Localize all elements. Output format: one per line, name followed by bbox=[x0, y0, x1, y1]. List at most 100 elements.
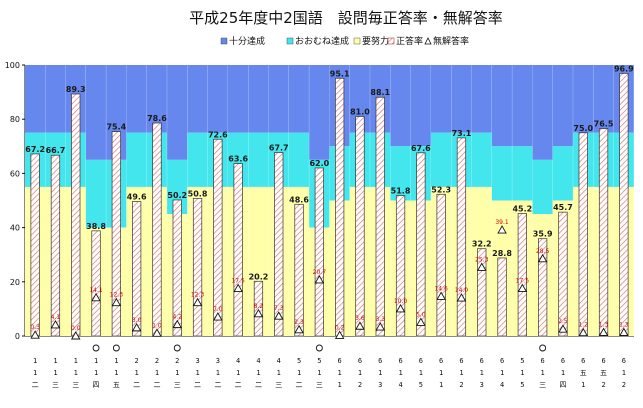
noans-marker bbox=[395, 303, 406, 313]
legend: 十分達成 おおむね達成 要努力 正答率 無解答率 bbox=[220, 35, 469, 47]
band-s1 bbox=[573, 65, 594, 133]
band-s2 bbox=[126, 132, 147, 187]
category-label: 1 bbox=[74, 357, 78, 365]
category-label: 2 bbox=[155, 357, 159, 365]
band-s1 bbox=[349, 65, 371, 133]
correct-rate-label: 88.1 bbox=[370, 88, 390, 97]
correct-rate-label: 67.6 bbox=[411, 144, 431, 153]
category-label: 6 bbox=[459, 357, 463, 365]
category-label: 1 bbox=[459, 369, 463, 377]
category-label: 1 bbox=[114, 357, 118, 365]
noans-label: 17.5 bbox=[231, 278, 245, 285]
band-s2 bbox=[187, 132, 208, 187]
category-label: 二 bbox=[32, 381, 39, 389]
category-label: 1 bbox=[216, 369, 220, 377]
noans-label: 1.3 bbox=[599, 321, 609, 328]
category-label: 1 bbox=[561, 369, 565, 377]
correct-rate-label: 81.0 bbox=[350, 107, 370, 116]
correct-rate-bar bbox=[192, 197, 203, 337]
correct-rate-bar bbox=[294, 203, 304, 337]
band-s2 bbox=[552, 146, 574, 201]
noans-marker bbox=[598, 327, 609, 336]
category-label: 6 bbox=[622, 357, 626, 365]
band-s2 bbox=[390, 146, 411, 201]
noans-label: 1.3 bbox=[619, 321, 629, 328]
category-label: 三 bbox=[539, 381, 546, 389]
category-label: 2 bbox=[622, 381, 626, 389]
correct-rate-bar bbox=[335, 77, 345, 337]
correct-rate-label: 62.0 bbox=[309, 159, 329, 168]
noans-marker bbox=[213, 312, 223, 321]
category-label: 1 bbox=[33, 369, 37, 377]
correct-rate-label: 45.7 bbox=[553, 203, 573, 212]
noans-label: 4.1 bbox=[51, 314, 61, 321]
band-s2 bbox=[512, 146, 533, 201]
correct-rate-label: 73.1 bbox=[452, 129, 472, 138]
category-label: 1 bbox=[581, 381, 585, 389]
category-label: 1 bbox=[317, 369, 321, 377]
noans-label: 8.2 bbox=[254, 303, 264, 310]
category-label: 1 bbox=[256, 369, 260, 377]
correct-rate-bar bbox=[30, 153, 40, 337]
category-label: 1 bbox=[541, 369, 545, 377]
noans-label: 14.0 bbox=[455, 287, 469, 294]
category-label: 1 bbox=[33, 357, 37, 365]
correct-rate-label: 96.9 bbox=[614, 64, 634, 73]
noans-label: 14.6 bbox=[434, 285, 448, 292]
noans-label: 0.3 bbox=[30, 324, 40, 331]
band-s1 bbox=[491, 65, 513, 147]
category-marker bbox=[92, 344, 100, 352]
category-label: 1 bbox=[480, 369, 484, 377]
noans-label: 12.3 bbox=[191, 292, 205, 299]
correct-rate-label: 75.4 bbox=[106, 123, 126, 132]
band-s1 bbox=[593, 65, 614, 133]
correct-rate-label: 49.6 bbox=[127, 193, 147, 202]
band-s1 bbox=[268, 65, 289, 133]
band-s2 bbox=[85, 159, 107, 228]
category-marker bbox=[539, 344, 547, 352]
correct-rate-bar bbox=[71, 93, 81, 337]
category-label: 5 bbox=[419, 381, 423, 389]
noans-marker bbox=[131, 322, 142, 332]
correct-rate-label: 48.6 bbox=[289, 195, 309, 204]
category-label: 3 bbox=[378, 381, 382, 389]
correct-rate-bar bbox=[477, 248, 487, 337]
noans-marker bbox=[233, 283, 243, 293]
category-label: 1 bbox=[398, 369, 402, 377]
category-marker bbox=[173, 344, 181, 352]
category-label: 五 bbox=[600, 369, 607, 377]
legend-label: 無解答率 bbox=[433, 35, 469, 47]
category-label: 1 bbox=[53, 369, 57, 377]
noans-label: 17.5 bbox=[516, 278, 530, 285]
correct-rate-bar bbox=[538, 238, 548, 337]
noans-marker bbox=[30, 330, 40, 339]
correct-rate-label: 67.7 bbox=[269, 144, 289, 153]
correct-rate-label: 63.6 bbox=[228, 155, 248, 164]
noans-label: 0.0 bbox=[71, 325, 81, 332]
band-s2 bbox=[532, 159, 553, 215]
category-label: 6 bbox=[541, 357, 545, 365]
category-label: 6 bbox=[581, 357, 585, 365]
noans-marker bbox=[517, 283, 528, 293]
category-label: 1 bbox=[378, 369, 382, 377]
correct-rate-bar bbox=[395, 195, 406, 337]
noans-marker bbox=[497, 225, 507, 234]
noans-marker bbox=[294, 324, 304, 334]
category-label: 3 bbox=[216, 357, 220, 365]
correct-rate-bar bbox=[233, 163, 243, 337]
band-s2 bbox=[288, 132, 310, 187]
category-label: 2 bbox=[135, 357, 139, 365]
noans-label: 7.0 bbox=[213, 306, 223, 313]
category-label: 3 bbox=[480, 381, 484, 389]
category-label: 6 bbox=[480, 357, 484, 365]
category-label: 1 bbox=[74, 369, 78, 377]
category-label: 6 bbox=[398, 357, 402, 365]
noans-label: 2.3 bbox=[294, 319, 304, 326]
correct-rate-label: 50.2 bbox=[167, 191, 187, 200]
category-label: 4 bbox=[500, 381, 504, 389]
category-label: 6 bbox=[601, 357, 605, 365]
noans-marker bbox=[50, 319, 61, 329]
correct-rate-label: 32.2 bbox=[472, 240, 492, 249]
band-s1 bbox=[390, 65, 411, 147]
